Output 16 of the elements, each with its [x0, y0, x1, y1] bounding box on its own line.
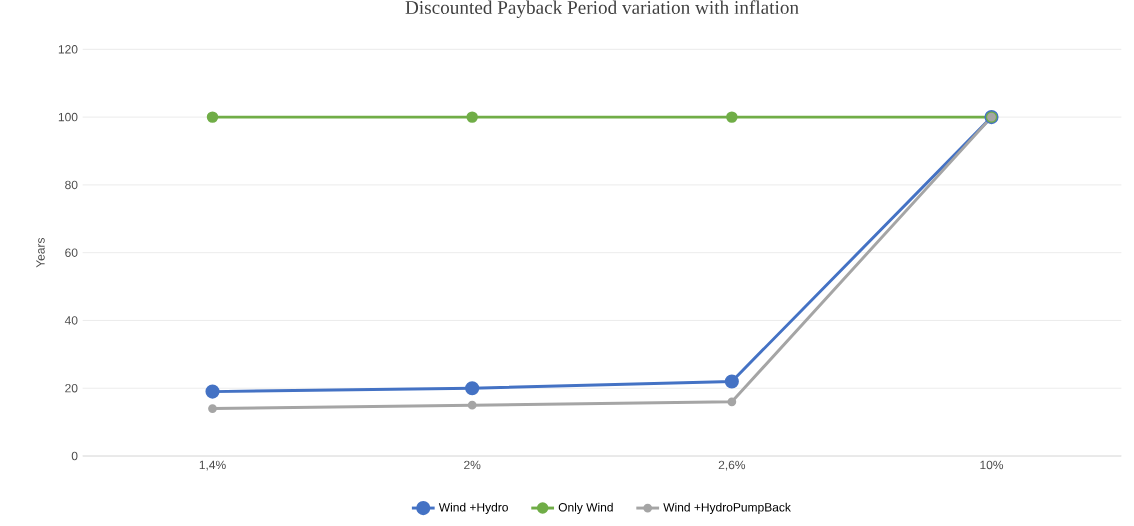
x-tick-label: 1,4%: [199, 460, 226, 471]
legend-label: Wind +HydroPumpBack: [663, 502, 791, 514]
y-tick-label: 60: [65, 248, 78, 257]
y-tick-label: 40: [64, 316, 78, 325]
legend-label: Only Wind: [558, 502, 613, 514]
x-tick-label: 10%: [980, 460, 1004, 470]
y-axis-title: Years: [36, 237, 45, 268]
y-tick-label: 80: [65, 180, 78, 190]
y-tick-label: 20: [65, 383, 78, 393]
x-tick-label: 2,6%: [718, 460, 746, 471]
x-tick-label: 2%: [464, 460, 481, 470]
y-tick-label: 100: [58, 112, 78, 122]
chart-title: Discounted Payback Period variation with inflation: [405, 0, 799, 18]
y-tick-label: 120: [58, 45, 78, 54]
y-tick-label: 0: [71, 451, 78, 461]
legend-label: Wind +Hydro: [438, 502, 508, 514]
